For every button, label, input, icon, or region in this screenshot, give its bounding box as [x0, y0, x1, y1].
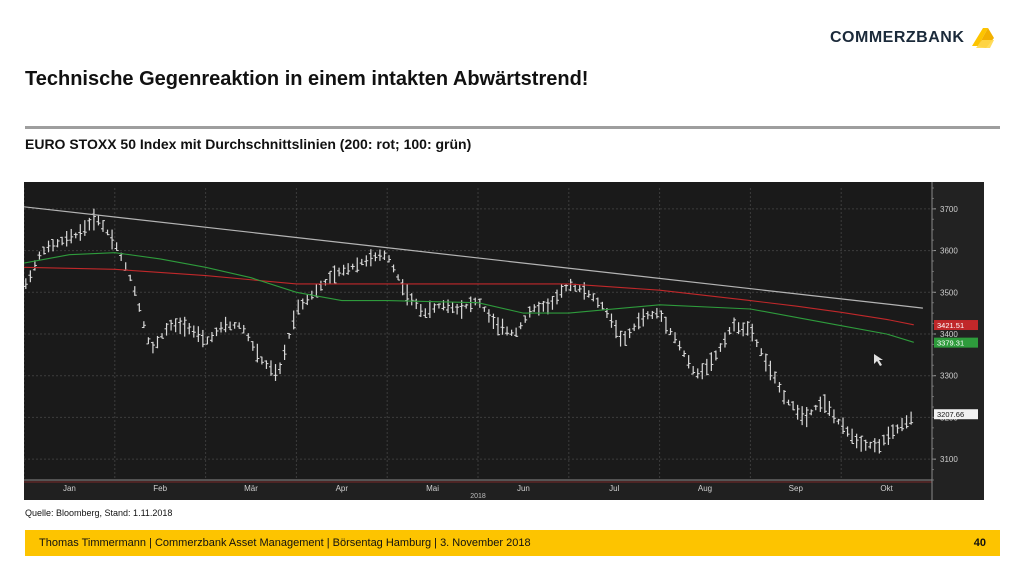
x-tick-label: Jan: [63, 484, 76, 493]
y-tick-label: 3700: [940, 205, 958, 214]
chart-series: [24, 206, 923, 454]
ribbon-logo-icon: [972, 28, 995, 48]
slide-title: Technische Gegenreaktion in einem intakt…: [25, 68, 589, 90]
x-axis-panel: [24, 480, 932, 500]
price-last-value-tag: [934, 409, 978, 420]
ma100-line: [24, 252, 914, 343]
x-tick-label: Jul: [609, 484, 619, 493]
ma100-last-value-tag: [934, 337, 978, 348]
y-tick-label: 3500: [940, 288, 958, 297]
chart-value-labels: 3421.51 3379.31 3207.66: [874, 320, 978, 420]
euro-stoxx-chart: 3100320033003400350036003700JanFebMärApr…: [24, 182, 984, 500]
logo-text: COMMERZBANK: [830, 29, 965, 46]
x-tick-label: Jun: [517, 484, 530, 493]
ma200-last-value-tag: [934, 320, 978, 331]
x-tick-label: Apr: [336, 484, 349, 493]
chart-grid: [24, 182, 984, 500]
ma100-last-value-label: 3379.31: [937, 339, 964, 348]
x-tick-label: Sep: [789, 484, 804, 493]
price-last-value-label: 3207.66: [937, 410, 964, 419]
x-tick-label: Feb: [153, 484, 167, 493]
page-number: 40: [973, 537, 986, 549]
source-note: Quelle: Bloomberg, Stand: 1.11.2018: [25, 508, 173, 518]
y-tick-label: 3400: [940, 330, 958, 339]
chart-background: [24, 182, 984, 500]
x-tick-label: Aug: [698, 484, 712, 493]
ma200-line: [24, 266, 914, 326]
y-tick-label: 3600: [940, 247, 958, 256]
ma200-last-value-label: 3421.51: [937, 321, 964, 330]
x-tick-label: Okt: [880, 484, 893, 493]
y-tick-label: 3100: [940, 455, 958, 464]
trendline-line: [24, 206, 923, 309]
commerzbank-logo: COMMERZBANK: [830, 24, 996, 52]
x-year-label: 2018: [470, 493, 486, 500]
chart-subtitle: EURO STOXX 50 Index mit Durchschnittslin…: [25, 136, 472, 152]
y-tick-label: 3300: [940, 372, 958, 381]
footer-bar: Thomas Timmermann | Commerzbank Asset Ma…: [25, 530, 1000, 556]
chart-axes: 3100320033003400350036003700JanFebMärApr…: [24, 182, 958, 500]
x-tick-label: Mär: [244, 484, 258, 493]
chart-svg: 3100320033003400350036003700JanFebMärApr…: [24, 182, 984, 500]
title-divider: [25, 126, 1000, 129]
cursor-icon: [874, 354, 883, 366]
x-tick-label: Mai: [426, 484, 439, 493]
footer-text: Thomas Timmermann | Commerzbank Asset Ma…: [39, 537, 531, 549]
